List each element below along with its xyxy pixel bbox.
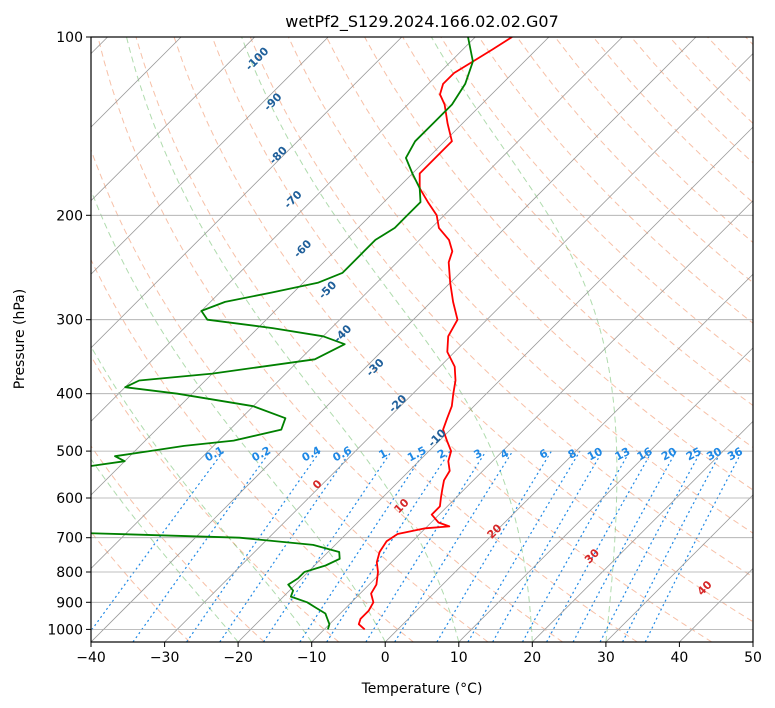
y-tick-label: 1000 bbox=[47, 622, 83, 638]
isotherm-line bbox=[91, 37, 550, 496]
mixing-ratio-line bbox=[467, 450, 581, 642]
dry-adiabat-line bbox=[249, 37, 753, 578]
mixing-ratio-line bbox=[492, 450, 604, 642]
isotherm-line bbox=[164, 53, 753, 642]
mixing-ratio-line bbox=[644, 450, 743, 642]
x-axis-title: Temperature (°C) bbox=[361, 681, 483, 697]
mixing-ratio-line bbox=[91, 450, 224, 632]
moist-adiabat-line bbox=[91, 458, 239, 642]
dry-adiabat-line bbox=[326, 37, 753, 491]
x-tick-label: 0 bbox=[381, 650, 390, 666]
mixing-ratio-line bbox=[622, 450, 722, 642]
isobars bbox=[91, 37, 753, 630]
mixing-ratio-label: 36 bbox=[725, 445, 745, 464]
x-tick-label: 50 bbox=[744, 650, 762, 666]
mixing-ratio-line bbox=[436, 450, 553, 642]
y-axis: 100 200 300 400 500 600 700 800 900 1000 bbox=[47, 30, 91, 638]
mixing-ratio-line bbox=[521, 450, 631, 642]
x-tick-label: −40 bbox=[76, 650, 106, 666]
mixing-ratio-lines bbox=[91, 450, 743, 642]
x-tick-label: 10 bbox=[450, 650, 468, 666]
isotherm-line bbox=[384, 273, 753, 642]
isotherm-line bbox=[237, 126, 753, 642]
moist-adiabat-line bbox=[241, 37, 533, 642]
moist-adiabat-line bbox=[91, 188, 386, 642]
x-tick-label: 20 bbox=[523, 650, 541, 666]
temperature-profile-line bbox=[357, 37, 513, 631]
x-tick-label: −10 bbox=[297, 650, 327, 666]
skewed-isotherms bbox=[91, 37, 753, 642]
mixing-ratio-line bbox=[326, 450, 451, 642]
x-tick-label: 40 bbox=[670, 650, 688, 666]
mixing-ratio-label: 30 bbox=[704, 445, 724, 464]
isotherm-line bbox=[605, 494, 753, 642]
dewpoint-profile-line bbox=[91, 37, 474, 630]
isotherm-line bbox=[91, 37, 476, 422]
dry-adiabat-line bbox=[91, 445, 265, 642]
mixing-ratio-label: 20 bbox=[659, 445, 679, 464]
y-tick-label: 700 bbox=[56, 531, 83, 547]
mixing-ratio-label: 16 bbox=[635, 445, 655, 464]
x-tick-label: −30 bbox=[150, 650, 180, 666]
y-tick-label: 400 bbox=[56, 387, 83, 403]
mixing-ratio-label: 25 bbox=[684, 445, 704, 464]
isotherm-line bbox=[91, 37, 329, 275]
dry-adiabat-line bbox=[135, 37, 638, 642]
y-tick-label: 500 bbox=[56, 444, 83, 460]
moist-adiabat-line bbox=[126, 37, 460, 642]
dry-adiabat-line bbox=[91, 258, 414, 642]
x-tick-label: −20 bbox=[223, 650, 253, 666]
moist-adiabat-line bbox=[430, 37, 618, 642]
dry-adiabat-line bbox=[287, 37, 753, 534]
dry-adiabat-line bbox=[173, 37, 713, 642]
mixing-ratio-line bbox=[599, 450, 702, 642]
sounding-profiles bbox=[91, 37, 513, 631]
y-tick-label: 300 bbox=[56, 313, 83, 329]
isotherm-line bbox=[311, 200, 753, 642]
x-tick-label: 30 bbox=[597, 650, 615, 666]
x-axis: −40 −30 −20 −10 0 10 20 30 40 50 bbox=[76, 642, 762, 666]
mixing-ratio-label: 10 bbox=[585, 445, 605, 464]
isotherm-line bbox=[458, 347, 753, 642]
isotherm-line bbox=[91, 37, 255, 202]
mixing-ratio-label: 13 bbox=[613, 445, 633, 464]
y-tick-label: 100 bbox=[56, 30, 83, 46]
y-tick-label: 600 bbox=[56, 491, 83, 507]
mixing-ratio-line bbox=[572, 450, 677, 642]
mixing-ratio-line bbox=[546, 450, 653, 642]
y-tick-label: 900 bbox=[56, 595, 83, 611]
mixing-ratio-line bbox=[365, 450, 487, 642]
isotherm-line bbox=[91, 37, 403, 349]
mixing-ratio-line bbox=[394, 450, 514, 642]
dry-adiabat-line bbox=[211, 37, 753, 623]
dry-adiabat-line bbox=[97, 37, 563, 642]
y-axis-title: Pressure (hPa) bbox=[12, 289, 28, 389]
y-tick-label: 800 bbox=[56, 565, 83, 581]
y-tick-label: 200 bbox=[56, 208, 83, 224]
mixing-ratio-line bbox=[186, 450, 321, 642]
isotherm-line bbox=[91, 37, 697, 642]
plot-frame bbox=[90, 36, 754, 643]
mixing-ratio-line bbox=[299, 450, 426, 642]
chart-title: wetPf2_S129.2024.166.02.02.G07 bbox=[285, 12, 559, 32]
isotherm-line bbox=[532, 420, 753, 642]
isotherm-line bbox=[91, 37, 623, 569]
